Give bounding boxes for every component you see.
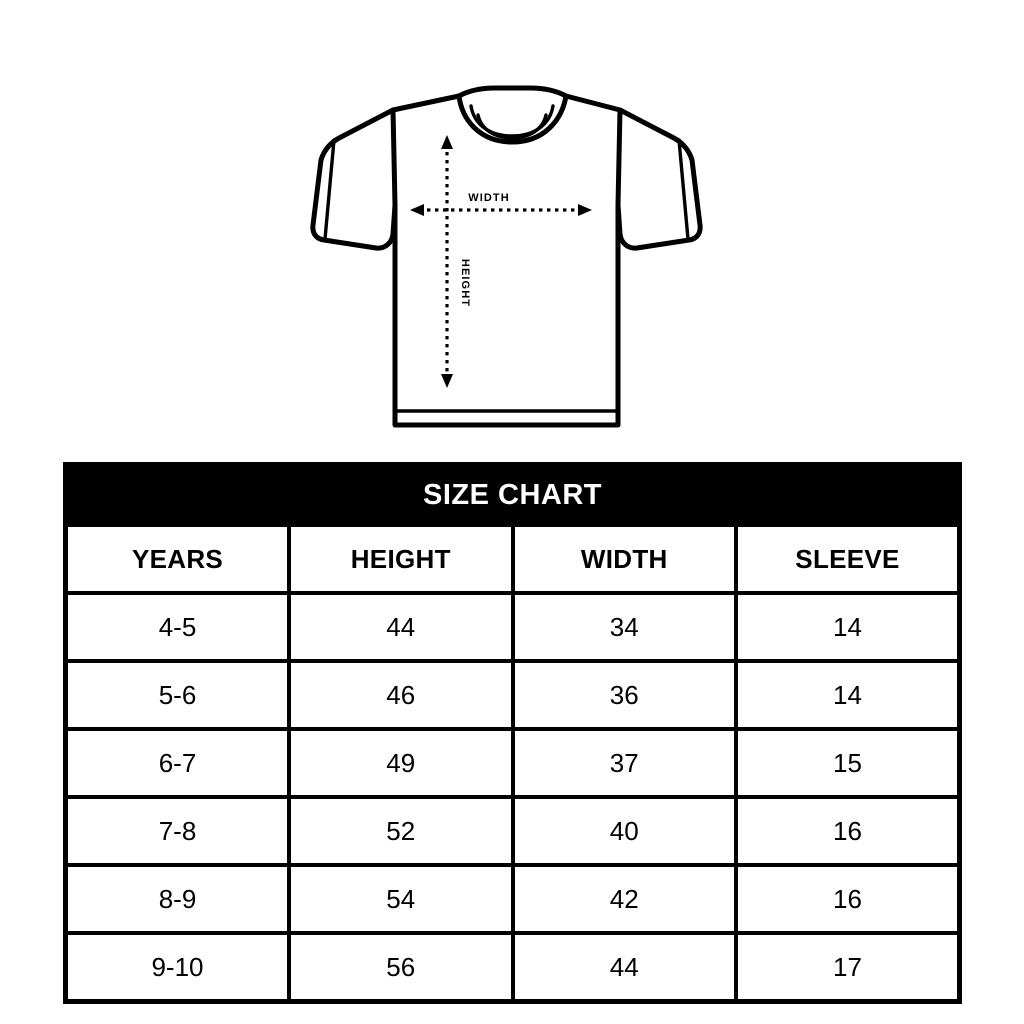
cell-sleeve: 14 — [734, 591, 962, 663]
shoulder-seam-right — [615, 107, 623, 208]
size-chart-title: SIZE CHART — [65, 464, 960, 525]
height-arrow-bottom — [441, 374, 453, 388]
width-arrow-right — [578, 204, 592, 216]
height-dimension-label: HEIGHT — [459, 259, 471, 307]
cell-sleeve: 15 — [734, 727, 962, 799]
cell-years: 5-6 — [63, 659, 291, 731]
cell-sleeve: 16 — [734, 863, 962, 935]
column-header-years: YEARS — [63, 523, 291, 595]
width-dimension-label: WIDTH — [468, 192, 510, 204]
cell-years: 6-7 — [63, 727, 291, 799]
cell-height: 44 — [287, 591, 515, 663]
table-row: 4-5 44 34 14 — [63, 591, 962, 663]
tshirt-body-outline — [310, 85, 703, 428]
table-row: 7-8 52 40 16 — [63, 795, 962, 867]
cell-years: 9-10 — [63, 931, 291, 1004]
cell-sleeve: 14 — [734, 659, 962, 731]
column-header-width: WIDTH — [510, 523, 738, 595]
cell-width: 42 — [510, 863, 738, 935]
cell-height: 54 — [287, 863, 515, 935]
collar-rib-line-1 — [469, 104, 555, 138]
tshirt-illustration: WIDTH HEIGHT — [310, 85, 703, 428]
table-row: 9-10 56 44 17 — [63, 931, 962, 1004]
collar-outer — [456, 93, 569, 145]
table-row: 8-9 54 42 16 — [63, 863, 962, 935]
collar-rib-line-2 — [476, 113, 548, 140]
cell-width: 34 — [510, 591, 738, 663]
title-row: SIZE CHART — [65, 464, 960, 525]
cell-sleeve: 16 — [734, 795, 962, 867]
cell-sleeve: 17 — [734, 931, 962, 1004]
size-chart-table: SIZE CHART YEARS HEIGHT WIDTH SLEEVE 4-5… — [63, 462, 962, 1004]
cell-height: 49 — [287, 727, 515, 799]
cell-height: 52 — [287, 795, 515, 867]
cell-width: 40 — [510, 795, 738, 867]
tshirt-diagram: WIDTH HEIGHT — [0, 0, 1024, 460]
table-row: 6-7 49 37 15 — [63, 727, 962, 799]
height-arrow-top — [441, 135, 453, 149]
table-row: 5-6 46 36 14 — [63, 659, 962, 731]
shoulder-seam-left — [390, 107, 398, 208]
cell-years: 8-9 — [63, 863, 291, 935]
cell-height: 56 — [287, 931, 515, 1004]
width-arrow-left — [410, 204, 424, 216]
cell-width: 37 — [510, 727, 738, 799]
cell-width: 36 — [510, 659, 738, 731]
cell-years: 4-5 — [63, 591, 291, 663]
column-header-height: HEIGHT — [287, 523, 515, 595]
table-head: SIZE CHART YEARS HEIGHT WIDTH SLEEVE — [63, 464, 962, 595]
cell-height: 46 — [287, 659, 515, 731]
table-body: 4-5 44 34 14 5-6 46 36 14 6-7 49 37 15 7… — [63, 591, 962, 1004]
cell-width: 44 — [510, 931, 738, 1004]
column-header-sleeve: SLEEVE — [734, 523, 962, 595]
cell-years: 7-8 — [63, 795, 291, 867]
sleeve-cuff-left — [323, 138, 336, 241]
sleeve-cuff-right — [677, 138, 690, 241]
column-header-row: YEARS HEIGHT WIDTH SLEEVE — [63, 523, 962, 595]
